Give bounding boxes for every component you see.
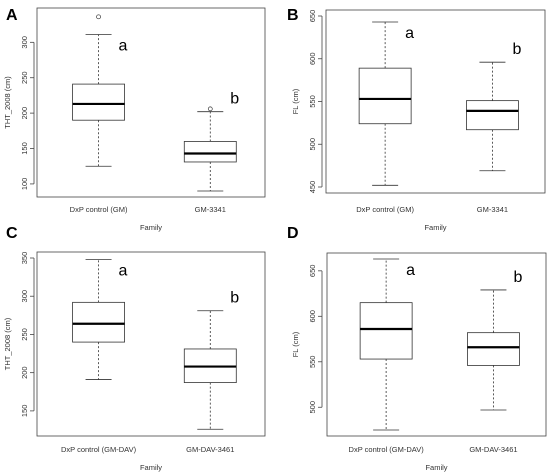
significance-letter-b-1: a <box>405 25 414 42</box>
significance-letter-a-2: b <box>230 91 239 108</box>
box-iqr-a-1 <box>72 83 125 121</box>
y-tick-label-a-1: 150 <box>20 142 29 155</box>
x-axis-label-a: Family <box>140 223 162 232</box>
y-axis-label-a: THT_2008 (cm) <box>3 76 12 129</box>
x-category-label-b-1: DxP control (GM) <box>356 205 414 214</box>
significance-letter-c-2: b <box>230 290 239 307</box>
x-category-label-c-1: DxP control (GM-DAV) <box>61 445 137 454</box>
x-axis-label-c: Family <box>140 463 162 472</box>
box-iqr-b-2 <box>466 100 519 131</box>
y-tick-label-a-0: 100 <box>20 178 29 191</box>
plot-frame-b <box>325 9 546 194</box>
significance-letter-a-1: a <box>119 38 128 55</box>
y-tick-label-c-0: 150 <box>20 405 29 418</box>
y-tick-label-c-1: 200 <box>20 366 29 379</box>
panel-letter-c: C <box>6 225 18 242</box>
y-tick-label-b-4: 650 <box>308 10 317 23</box>
x-axis-label-d: Family <box>425 463 447 472</box>
panel-letter-d: D <box>287 225 299 242</box>
y-tick-label-a-4: 300 <box>20 36 29 49</box>
significance-letter-d-1: a <box>406 262 415 279</box>
x-category-label-d-1: DxP control (GM-DAV) <box>349 445 425 454</box>
significance-letter-d-2: b <box>513 269 522 286</box>
y-tick-label-a-3: 250 <box>20 71 29 84</box>
box-iqr-b-1 <box>358 67 412 125</box>
panel-letter-b: B <box>287 7 299 24</box>
y-tick-label-d-2: 600 <box>308 310 317 323</box>
y-tick-label-d-1: 550 <box>308 356 317 369</box>
y-tick-label-d-3: 650 <box>308 265 317 278</box>
y-tick-label-c-4: 350 <box>20 252 29 265</box>
box-iqr-a-2 <box>183 141 237 163</box>
plot-frame-a <box>36 7 266 198</box>
y-axis-label-c: THT_2008 (cm) <box>3 317 12 370</box>
y-tick-label-b-3: 600 <box>308 52 317 65</box>
y-tick-label-c-2: 250 <box>20 328 29 341</box>
y-tick-label-b-2: 550 <box>308 95 317 108</box>
box-iqr-d-2 <box>467 332 520 366</box>
y-tick-label-d-0: 500 <box>308 401 317 414</box>
x-category-label-a-2: GM-3341 <box>195 205 226 214</box>
y-tick-label-b-1: 500 <box>308 138 317 151</box>
x-category-label-b-2: GM-3341 <box>477 205 508 214</box>
panel-letter-a: A <box>6 7 18 24</box>
significance-letter-b-2: b <box>512 41 521 58</box>
outlier-point-a-2-0 <box>207 106 213 112</box>
x-category-label-a-1: DxP control (GM) <box>70 205 128 214</box>
y-axis-label-d: FL (cm) <box>291 331 300 357</box>
y-axis-label-b: FL (cm) <box>291 88 300 114</box>
plot-frame-c <box>36 251 266 437</box>
plot-frame-d <box>326 252 547 437</box>
x-category-label-c-2: GM-DAV-3461 <box>186 445 234 454</box>
y-tick-label-b-0: 450 <box>308 181 317 194</box>
y-tick-label-c-3: 300 <box>20 290 29 303</box>
box-iqr-c-1 <box>72 301 125 343</box>
outlier-point-a-1-0 <box>96 14 101 20</box>
x-category-label-d-2: GM-DAV-3461 <box>469 445 517 454</box>
x-axis-label-b: Family <box>424 223 446 232</box>
significance-letter-c-1: a <box>119 263 128 280</box>
y-tick-label-a-2: 200 <box>20 107 29 120</box>
box-iqr-d-1 <box>359 302 413 360</box>
